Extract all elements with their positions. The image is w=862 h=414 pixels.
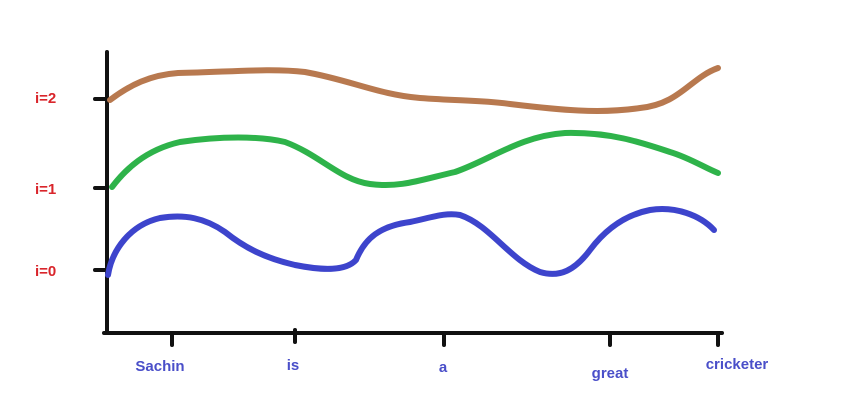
y-label: i=0 [35,263,56,280]
x-label: Sachin [135,358,184,375]
x-label: great [592,365,629,382]
y-label: i=1 [35,181,56,198]
x-label: cricketer [706,356,769,373]
curve-i1 [109,129,721,190]
y-label: i=2 [35,90,56,107]
x-label: is [287,357,300,374]
curve-i2 [107,65,721,114]
x-label: a [439,359,448,376]
curve-i0 [105,206,717,278]
